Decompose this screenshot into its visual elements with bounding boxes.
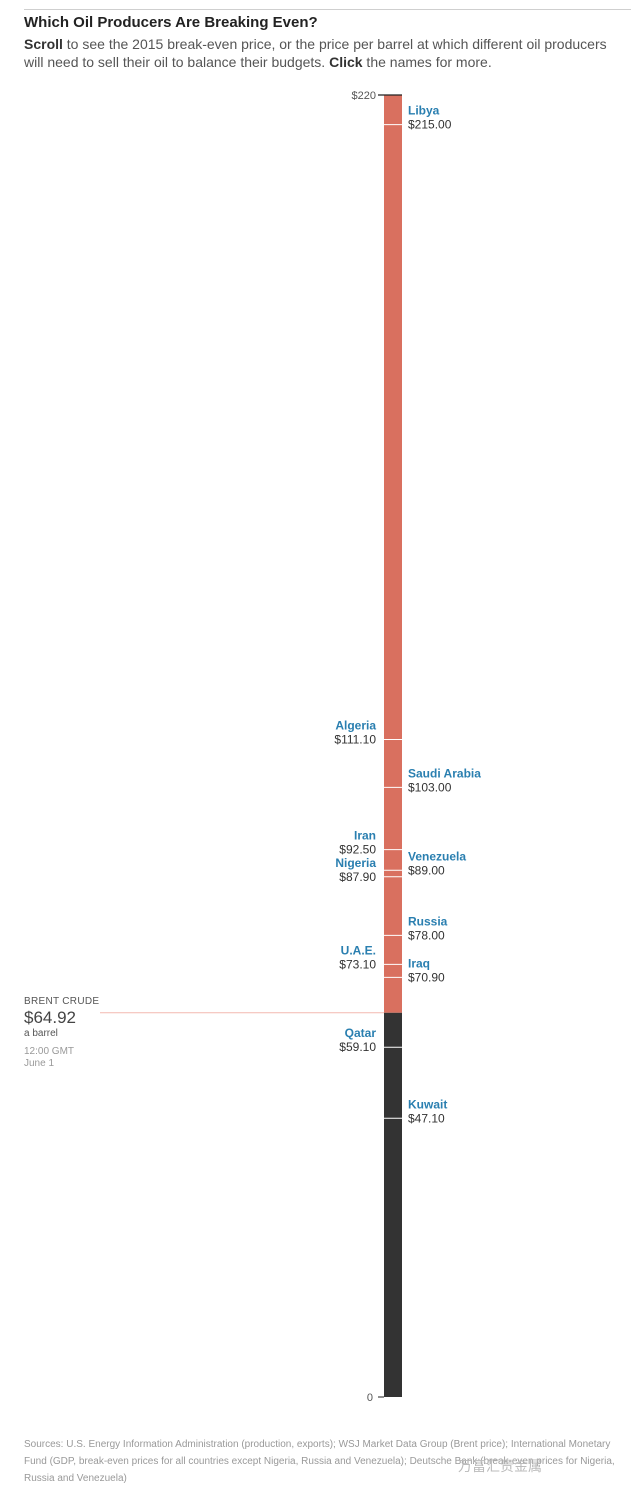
watermark-text: 万富汇贵金属: [458, 1458, 542, 1474]
label-value-iran: $92.50: [339, 843, 376, 857]
top-rule: [24, 9, 631, 10]
subtitle-scroll: Scroll: [24, 36, 63, 52]
tick-label-max: $220: [352, 90, 376, 102]
label-name-iraq: Iraq: [408, 956, 430, 970]
label-name-saudi-arabia: Saudi Arabia: [408, 766, 481, 780]
label-name-venezuela: Venezuela: [408, 849, 466, 863]
label-name-russia: Russia: [408, 914, 448, 928]
brent-price: $64.92: [24, 1008, 76, 1027]
label-name-kuwait: Kuwait: [408, 1097, 447, 1111]
sources-note: Sources: U.S. Energy Information Adminis…: [24, 1439, 615, 1484]
label-value-saudi-arabia: $103.00: [408, 780, 452, 794]
page-title: Which Oil Producers Are Breaking Even?: [24, 14, 318, 31]
label-value-russia: $78.00: [408, 928, 445, 942]
brent-date-value: June 1: [24, 1058, 55, 1069]
page-subtitle: Scroll to see the 2015 break-even price,…: [24, 35, 614, 71]
subtitle-mid: to see the 2015 break-even price, or the…: [24, 36, 607, 70]
subtitle-click: Click: [329, 54, 363, 70]
label-value-u-a-e: $73.10: [339, 957, 376, 971]
label-name-libya: Libya: [408, 104, 440, 118]
label-value-qatar: $59.10: [339, 1040, 376, 1054]
label-name-u-a-e: U.A.E.: [341, 943, 376, 957]
brent-unit: a barrel: [24, 1028, 58, 1039]
brent-label: BRENT CRUDE: [24, 996, 100, 1007]
label-name-iran: Iran: [354, 829, 376, 843]
bar-above-brent: [384, 95, 402, 1013]
label-value-libya: $215.00: [408, 118, 452, 132]
label-value-iraq: $70.90: [408, 970, 445, 984]
bar-below-brent: [384, 1012, 402, 1397]
brent-time-value: 12:00 GMT: [24, 1046, 75, 1057]
label-value-nigeria: $87.90: [339, 870, 376, 884]
subtitle-end: the names for more.: [362, 54, 492, 70]
label-value-venezuela: $89.00: [408, 863, 445, 877]
brent-annotation: BRENT CRUDE $64.92 a barrel 12:00 GMT Ju…: [24, 996, 99, 1070]
label-name-nigeria: Nigeria: [335, 856, 376, 870]
brent-time: 12:00 GMT June 1: [24, 1046, 99, 1070]
breakeven-chart: $220 0 Libya$215.00 Algeria$111.10 Saudi Ara…: [100, 90, 481, 1404]
label-name-algeria: Algeria: [335, 718, 376, 732]
label-value-kuwait: $47.10: [408, 1111, 445, 1125]
label-name-qatar: Qatar: [345, 1026, 377, 1040]
label-value-algeria: $111.10: [334, 732, 376, 746]
tick-label-min: 0: [367, 1392, 373, 1404]
